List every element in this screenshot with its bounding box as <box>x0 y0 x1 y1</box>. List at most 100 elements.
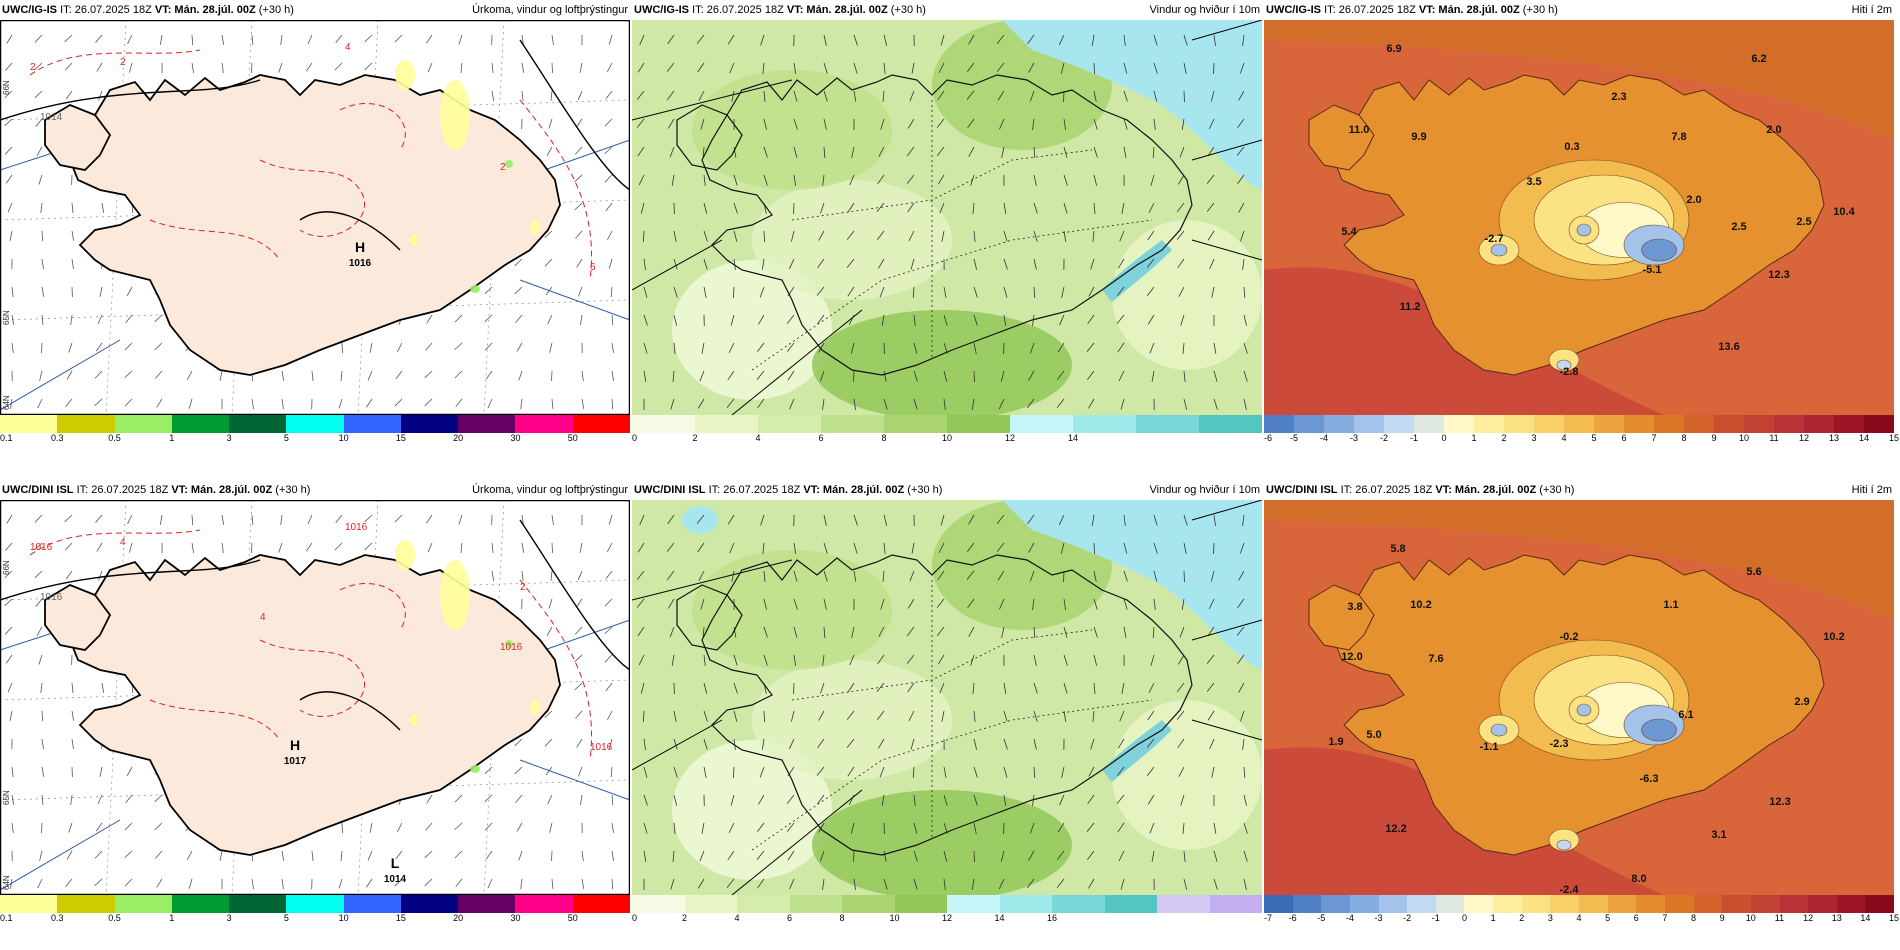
wind-barb <box>1027 34 1035 45</box>
wind-barb <box>733 626 737 638</box>
isobar-label: 4 <box>345 42 351 53</box>
wind-barb <box>847 202 855 213</box>
wind-barb <box>547 314 553 325</box>
wind-barb <box>876 682 885 692</box>
colorbar-tick-label: 5 <box>283 433 289 443</box>
colorbar-tick-label: 3 <box>1531 433 1537 443</box>
wind-barb <box>1117 258 1125 269</box>
wind-barb <box>36 146 43 156</box>
wind-barb <box>515 314 523 323</box>
colorbar-swatch <box>1624 415 1654 433</box>
wind-barb <box>726 398 735 408</box>
wind-barb <box>638 174 645 186</box>
wind-barb <box>703 682 708 694</box>
wind-barb <box>877 654 885 665</box>
wind-barb <box>550 90 553 101</box>
wind-barb <box>1093 146 1098 158</box>
colorbar-tick-label: 14 <box>994 913 1005 923</box>
wind-barb <box>877 710 885 721</box>
wind-barb <box>1180 794 1185 806</box>
colorbar-tick-label: 10 <box>1745 913 1756 923</box>
wind-barb <box>581 850 584 861</box>
colorbar-swatch <box>1664 895 1694 913</box>
wind-barb <box>154 342 163 351</box>
wind-barb <box>998 398 1005 410</box>
colorbar-swatch <box>947 415 1010 433</box>
colorbar-swatch <box>632 895 685 913</box>
wind-barb <box>159 34 163 45</box>
wind-barb <box>816 286 825 296</box>
wind-barb <box>910 738 915 750</box>
wind-barb <box>454 850 463 859</box>
valid-time: Mán. 28.júl. 00Z <box>806 4 888 16</box>
wind-barb <box>790 230 795 242</box>
temperature-label: 7.6 <box>1428 653 1443 665</box>
wind-barb <box>936 146 945 156</box>
wind-barb <box>1238 682 1245 693</box>
wind-barb <box>968 34 975 45</box>
wind-barb <box>703 202 708 214</box>
isobar-label: 1016 <box>500 642 523 653</box>
wind-barb <box>728 822 735 834</box>
wind-barb <box>670 878 675 890</box>
colorbar-swatch <box>1157 895 1210 913</box>
wind-barb <box>155 850 163 859</box>
wind-barb <box>703 738 708 750</box>
wind-barb <box>817 794 825 805</box>
wind-barb <box>906 654 915 664</box>
colorbar-swatch <box>1750 895 1780 913</box>
wind-barb <box>909 570 915 582</box>
wind-barb <box>1209 258 1215 270</box>
colorbar-swatch <box>458 895 516 913</box>
wind-barb <box>125 794 133 804</box>
colorbar-swatch <box>1464 895 1494 913</box>
wind-barb <box>576 598 583 608</box>
wind-barb <box>911 62 915 74</box>
wind-barb <box>847 766 855 777</box>
wind-barb <box>973 258 978 270</box>
temperature-label: -5.1 <box>1643 264 1662 276</box>
wind-barb <box>1001 146 1005 158</box>
wind-barb <box>1209 738 1215 750</box>
wind-barb <box>155 370 163 379</box>
wind-barb <box>575 710 583 719</box>
wind-barb <box>1003 738 1008 750</box>
wind-barb <box>611 794 614 806</box>
wind-barb <box>460 62 463 73</box>
colorbar-swatch <box>1010 415 1073 433</box>
wind-barb <box>341 342 343 354</box>
colorbar-tick-label: 0 <box>1441 433 1447 443</box>
wind-barb <box>611 878 614 890</box>
wind-barb <box>878 258 885 269</box>
wind-barb <box>514 738 523 747</box>
panel-header: UWC/IG-IS IT: 26.07.2025 18Z VT: Mán. 28… <box>1264 0 1894 20</box>
wind-barb <box>703 258 708 270</box>
wind-barb <box>1183 62 1187 74</box>
precip-patch <box>530 220 540 235</box>
wind-barb <box>520 398 523 409</box>
wind-barb <box>338 878 343 889</box>
lead-time: (+30 h) <box>1539 484 1575 496</box>
wind-barb <box>604 146 613 155</box>
temperature-label: 2.5 <box>1796 216 1811 228</box>
map-area: H 1017 L 1014 1016 1016 1016 1016 1016 4 4 2 66N 65N 6… <box>0 500 630 895</box>
wind-barb <box>968 514 975 525</box>
wind-barb <box>790 710 795 722</box>
wind-barb <box>999 598 1005 610</box>
wind-barb <box>544 738 553 747</box>
wind-barb <box>907 202 915 213</box>
wind-barb <box>667 90 675 100</box>
wind-barb <box>611 398 614 410</box>
wind-barb <box>1063 654 1068 666</box>
precip-patch <box>505 640 513 648</box>
wind-barb <box>1118 370 1125 382</box>
wind-barb <box>545 766 553 776</box>
wind-barb <box>673 738 678 750</box>
wind-barb <box>186 850 193 861</box>
wind-barb <box>334 62 343 71</box>
wind-barb <box>1033 682 1038 694</box>
wind-barb <box>882 90 885 102</box>
wind-barb <box>37 878 43 889</box>
wind-barb <box>998 878 1005 890</box>
wind-barb <box>700 118 705 130</box>
